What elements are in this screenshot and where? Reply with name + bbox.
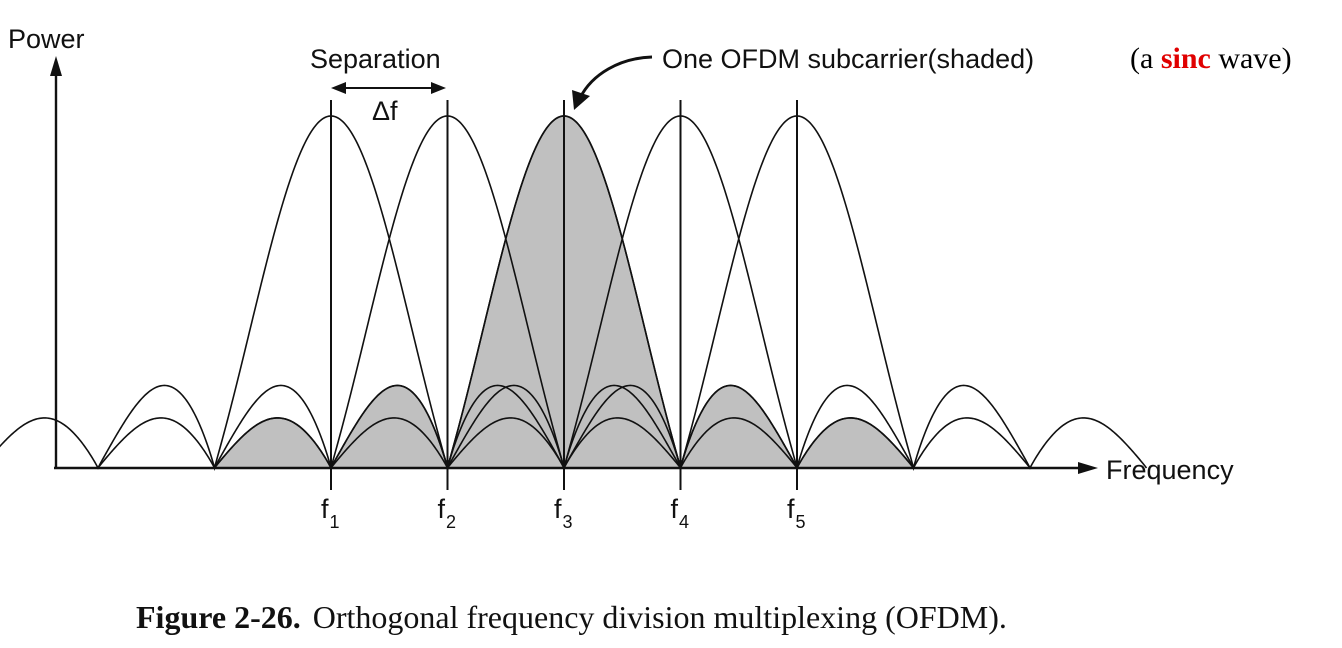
figure-caption: Figure 2-26. Orthogonal frequency divisio… <box>136 599 1007 635</box>
delta-f-label: Δf <box>372 96 398 126</box>
subcarrier-annotation: One OFDM subcarrier(shaded) <box>662 44 1034 74</box>
frequency-tick-2: f2 <box>438 494 457 532</box>
frequency-tick-5: f5 <box>787 494 806 532</box>
separation-arrow-left <box>331 82 346 94</box>
sinc-note-open: (a <box>1130 42 1161 75</box>
annotation-arrowhead <box>572 90 590 110</box>
annotation-arrow <box>578 55 653 99</box>
x-axis-label: Frequency <box>1106 455 1234 485</box>
frequency-tick-4: f4 <box>671 494 690 532</box>
separation-arrow-right <box>431 82 446 94</box>
caption-label: Figure 2-26. <box>136 599 301 635</box>
y-axis-arrow <box>50 56 62 76</box>
sinc-note-close: wave) <box>1211 42 1292 75</box>
sinc-note-emphasis: sinc <box>1161 42 1211 75</box>
frequency-tick-labels: f1 f2 f3 f4 f5 <box>321 494 806 532</box>
sinc-note: (a sinc wave) <box>1130 42 1292 75</box>
frequency-tick-3: f3 <box>554 494 573 532</box>
frequency-tick-1: f1 <box>321 494 340 532</box>
caption-text: Orthogonal frequency division multiplexi… <box>313 599 1007 635</box>
center-lines <box>330 100 798 490</box>
separation-label: Separation <box>310 44 441 74</box>
y-axis-label: Power <box>8 24 85 54</box>
x-axis-arrow <box>1078 462 1098 474</box>
